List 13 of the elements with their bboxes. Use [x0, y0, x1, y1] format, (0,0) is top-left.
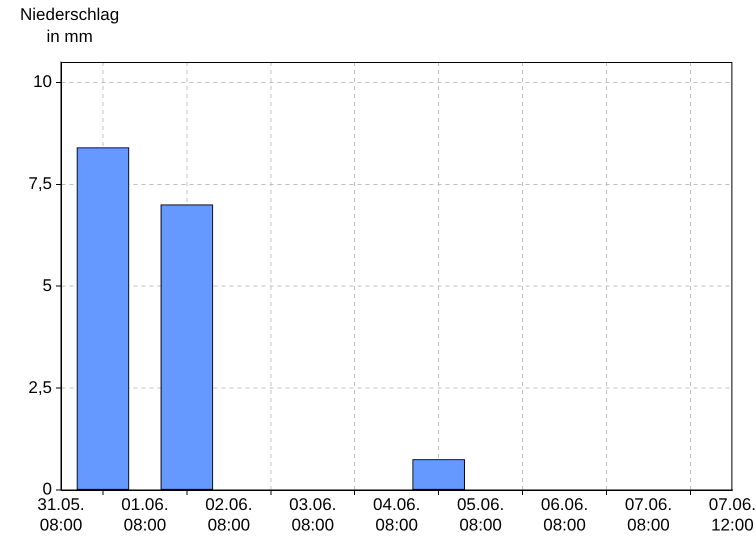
- y-tick-label: 7,5: [28, 174, 52, 193]
- x-tick-label: 07.06. 12:00: [708, 494, 756, 534]
- x-tick-label: 03.06. 08:00: [289, 494, 336, 534]
- y-tick-label: 10: [33, 72, 52, 92]
- x-tick-label: 01.06. 08:00: [121, 494, 169, 534]
- x-tick-label: 02.06. 08:00: [205, 494, 252, 534]
- y-tick-label: 5: [42, 276, 52, 295]
- y-tick-label: 2,5: [28, 378, 52, 397]
- x-tick-label: 05.06. 08:00: [456, 494, 504, 534]
- x-tick-label: 06.06. 08:00: [540, 494, 588, 534]
- x-tick-label: 07.06. 08:00: [624, 494, 672, 534]
- y-axis-title: Niederschlag in mm: [20, 4, 120, 48]
- x-tick-label: 04.06. 08:00: [373, 494, 420, 534]
